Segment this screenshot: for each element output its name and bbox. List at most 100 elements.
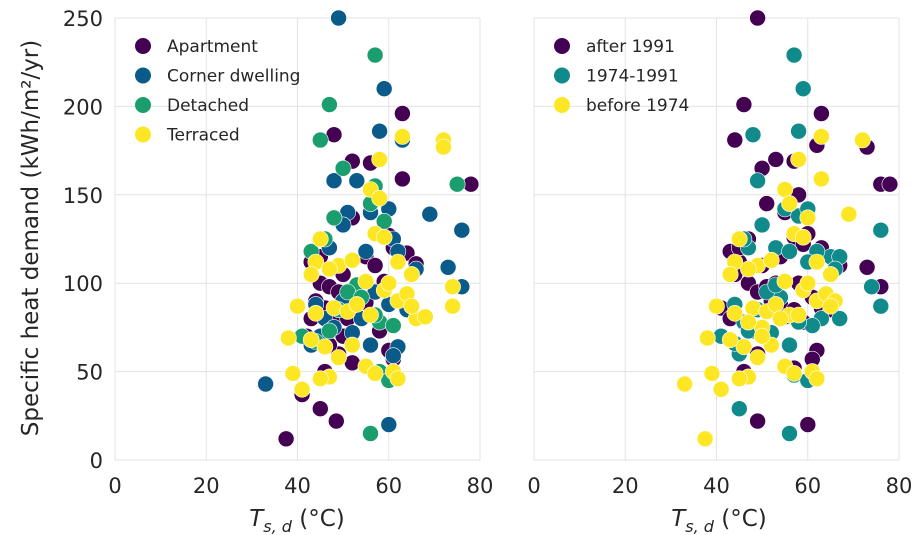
data-point-1974-1991	[753, 216, 771, 234]
data-point-detached	[384, 317, 402, 334]
data-point-before-1974	[854, 131, 871, 149]
data-point-terraced	[444, 297, 461, 315]
data-point-before-1974	[790, 151, 807, 168]
data-point-1974-1991	[730, 400, 748, 418]
data-point-apartment	[277, 430, 295, 448]
data-point-before-1974	[730, 370, 748, 388]
data-point-corner-dwelling	[439, 258, 457, 276]
data-point-before-1974	[703, 365, 721, 382]
data-point-1974-1991	[785, 46, 803, 64]
data-point-terraced	[316, 338, 334, 356]
data-point-terraced	[366, 365, 384, 382]
data-point-detached	[325, 209, 343, 227]
data-point-terraced	[357, 273, 375, 290]
data-point-corner-dwelling	[371, 122, 388, 140]
data-point-before-1974	[726, 304, 744, 322]
x-tick-label: 60	[794, 474, 821, 498]
data-point-terraced	[284, 365, 302, 382]
data-point-terraced	[311, 370, 329, 388]
legend-marker	[554, 67, 570, 84]
legend-label: Terraced	[166, 126, 240, 146]
data-point-before-1974	[781, 195, 798, 212]
data-point-terraced	[389, 370, 407, 388]
data-point-before-1974	[708, 297, 725, 315]
legend-marker	[135, 38, 151, 54]
x-axis-label-subscript: s, d	[263, 517, 293, 535]
data-point-corner-dwelling	[421, 205, 439, 223]
data-point-detached	[321, 96, 338, 113]
x-tick-label: 80	[886, 474, 913, 498]
legend-label: Apartment	[167, 37, 258, 57]
legend-label: before 1974	[586, 96, 689, 116]
data-point-apartment	[366, 257, 384, 274]
data-point-after-1991	[799, 416, 817, 433]
x-axis-label: Ts, d (°C)	[249, 506, 345, 535]
legend-marker	[135, 126, 151, 143]
data-point-corner-dwelling	[384, 347, 402, 365]
data-point-after-1991	[749, 9, 766, 27]
data-point-before-1974	[749, 349, 766, 366]
data-point-terraced	[302, 331, 320, 349]
x-axis-label-unit: (°C)	[714, 506, 767, 532]
y-tick-label: 100	[63, 272, 103, 296]
data-point-terraced	[394, 128, 411, 145]
data-point-before-1974	[799, 274, 817, 292]
x-axis-label-unit: (°C)	[292, 506, 345, 532]
data-point-terraced	[371, 190, 388, 207]
y-tick-label: 200	[63, 95, 103, 119]
data-point-after-1991	[735, 96, 753, 113]
data-point-after-1991	[858, 258, 876, 276]
data-point-1974-1991	[831, 310, 849, 327]
data-point-terraced	[403, 266, 420, 283]
data-point-terraced	[444, 278, 461, 296]
data-point-1974-1991	[794, 80, 812, 97]
data-point-before-1974	[813, 170, 830, 188]
data-point-corner-dwelling	[380, 416, 398, 433]
data-point-terraced	[307, 304, 325, 322]
data-point-before-1974	[799, 209, 817, 227]
data-point-before-1974	[822, 266, 839, 283]
data-point-before-1974	[730, 230, 748, 248]
data-point-terraced	[362, 306, 379, 324]
data-point-before-1974	[721, 266, 739, 283]
legend-marker	[135, 97, 151, 113]
panel-building-type: 0 20 40 60 80 0 50 100 150 200 250 Apartment Corne…	[63, 7, 493, 535]
data-point-corner-dwelling	[257, 375, 274, 393]
legend-label: 1974-1991	[586, 67, 679, 87]
data-point-apartment	[394, 105, 411, 122]
data-point-after-1991	[881, 175, 899, 193]
data-point-1974-1991	[872, 221, 890, 239]
y-axis-label: Specific heat demand (kWh/m²/yr)	[18, 40, 44, 437]
x-tick-label: 60	[375, 474, 402, 498]
data-point-apartment	[311, 400, 329, 418]
data-point-before-1974	[740, 313, 757, 331]
x-tick-label: 20	[193, 474, 220, 498]
data-point-after-1991	[749, 412, 766, 430]
data-point-before-1974	[813, 128, 830, 145]
data-point-before-1974	[808, 253, 826, 271]
data-point-before-1974	[676, 375, 693, 393]
y-tick-labels: 0 50 100 150 200 250	[63, 7, 103, 473]
data-point-before-1974	[785, 365, 803, 382]
data-point-before-1974	[794, 228, 812, 246]
data-points	[676, 9, 899, 448]
data-point-before-1974	[790, 306, 807, 324]
x-tick-label: 20	[612, 474, 639, 498]
x-axis-label-subscript: s, d	[685, 517, 715, 535]
data-point-before-1974	[721, 331, 739, 349]
x-tick-label: 80	[467, 474, 494, 498]
data-point-corner-dwelling	[375, 80, 393, 97]
data-point-terraced	[375, 228, 393, 246]
data-point-terraced	[343, 251, 361, 269]
data-point-terraced	[280, 329, 297, 347]
data-point-1974-1991	[749, 172, 766, 189]
data-point-detached	[448, 175, 466, 193]
data-point-before-1974	[753, 327, 771, 345]
y-tick-label: 250	[63, 7, 103, 31]
data-point-terraced	[380, 274, 398, 292]
x-tick-labels: 0 20 40 60 80	[527, 474, 912, 498]
data-point-before-1974	[776, 273, 794, 290]
legend-marker	[554, 38, 570, 54]
x-axis-label: Ts, d (°C)	[671, 506, 767, 535]
